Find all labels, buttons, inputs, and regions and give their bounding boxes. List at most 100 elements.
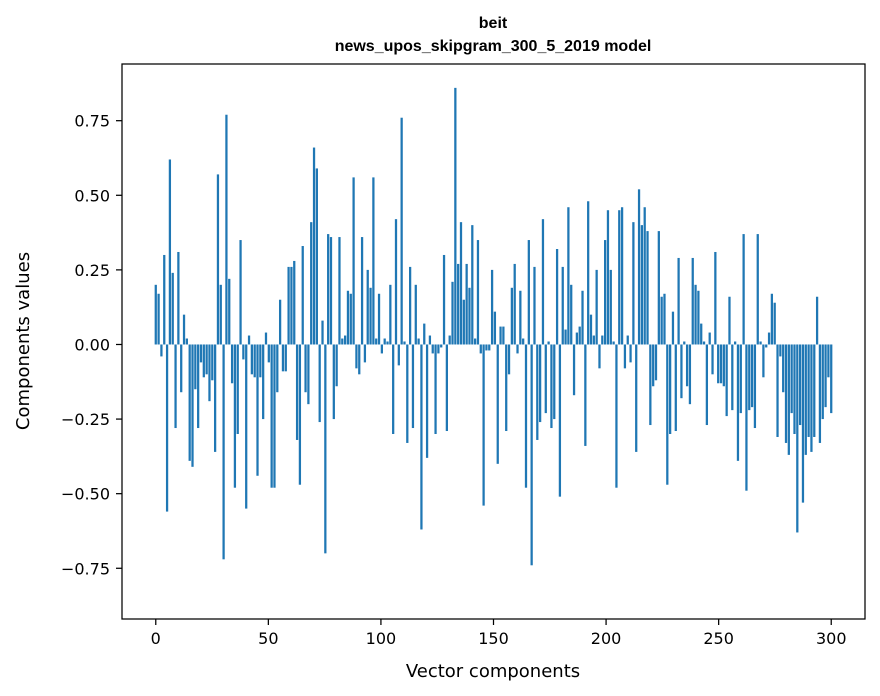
bar (527, 240, 530, 345)
bar (332, 344, 335, 420)
bar (756, 234, 759, 345)
bar (674, 344, 677, 432)
bar (547, 341, 550, 345)
axis-ticks: 0 50 100 150 200 250 300 0.75 0.50 0.25 0.00 −0.25 −… (61, 112, 847, 648)
bar (575, 332, 578, 345)
bar (513, 263, 516, 345)
bar (691, 257, 694, 345)
bar (397, 344, 400, 366)
bar (485, 344, 488, 351)
bar (411, 344, 415, 429)
x-axis-label: Vector components (406, 661, 580, 682)
bar (267, 344, 270, 363)
bar (646, 231, 649, 345)
bar (273, 344, 276, 488)
bar (386, 341, 389, 345)
bar (640, 225, 643, 345)
bar (609, 269, 612, 345)
bar (177, 251, 180, 345)
bar (830, 344, 833, 414)
bar (245, 344, 248, 509)
x-tick-label: 100 (366, 629, 397, 648)
bar (516, 344, 519, 354)
bar (182, 314, 186, 345)
bar (629, 344, 632, 363)
bar (496, 344, 499, 464)
bar (375, 338, 378, 345)
bar (635, 344, 638, 452)
bar (581, 290, 584, 345)
bar (784, 344, 788, 443)
bar (414, 284, 417, 345)
bar (773, 302, 776, 345)
bar (327, 234, 330, 345)
bar (236, 344, 239, 434)
bar (233, 344, 237, 488)
bar (510, 287, 513, 345)
bar (205, 344, 208, 375)
bar (270, 344, 273, 488)
bar (434, 344, 437, 434)
bar (530, 344, 533, 566)
bar (623, 344, 627, 369)
bar (346, 290, 350, 345)
bar (787, 344, 790, 455)
bar (694, 284, 697, 345)
bar (301, 246, 304, 345)
bar (745, 344, 748, 491)
bar (199, 344, 203, 363)
bar (369, 287, 372, 345)
bar (400, 117, 403, 345)
bar (750, 344, 754, 408)
bar (680, 344, 683, 399)
bar (748, 344, 751, 411)
bar (163, 254, 166, 345)
x-tick-label: 50 (258, 629, 278, 648)
bar (601, 335, 604, 345)
bar (321, 320, 324, 345)
bar (482, 344, 485, 506)
bar (442, 254, 446, 345)
bar (765, 344, 768, 348)
bar (474, 338, 477, 345)
bar (180, 344, 183, 393)
bar (637, 189, 641, 345)
bar (584, 344, 587, 446)
y-tick-label: −0.25 (61, 410, 110, 429)
bar (564, 329, 567, 345)
bar (801, 344, 805, 503)
bar (360, 237, 364, 345)
bar (522, 338, 525, 345)
x-tick-label: 0 (151, 629, 161, 648)
bar (425, 344, 429, 458)
x-tick-label: 250 (703, 629, 734, 648)
bar (239, 240, 242, 345)
bar (352, 177, 355, 345)
bar (208, 344, 211, 402)
y-tick-label: 0.50 (74, 186, 110, 205)
bar (807, 344, 810, 437)
bar (490, 269, 494, 345)
bar (595, 269, 598, 345)
bar (555, 249, 559, 345)
bar (459, 222, 463, 345)
bar (476, 240, 480, 345)
bar (739, 344, 742, 414)
bar (731, 344, 734, 411)
bar (471, 225, 474, 345)
bar (403, 341, 406, 345)
bar (406, 344, 409, 443)
bar (344, 335, 347, 345)
bar (776, 344, 779, 437)
bar (725, 344, 728, 417)
bar (262, 344, 265, 420)
bar (392, 344, 395, 434)
bar (389, 284, 392, 345)
bar (423, 323, 426, 345)
bar (533, 266, 536, 345)
bar (536, 344, 539, 440)
bar (618, 210, 621, 345)
bar (312, 147, 316, 345)
bar (420, 344, 423, 530)
